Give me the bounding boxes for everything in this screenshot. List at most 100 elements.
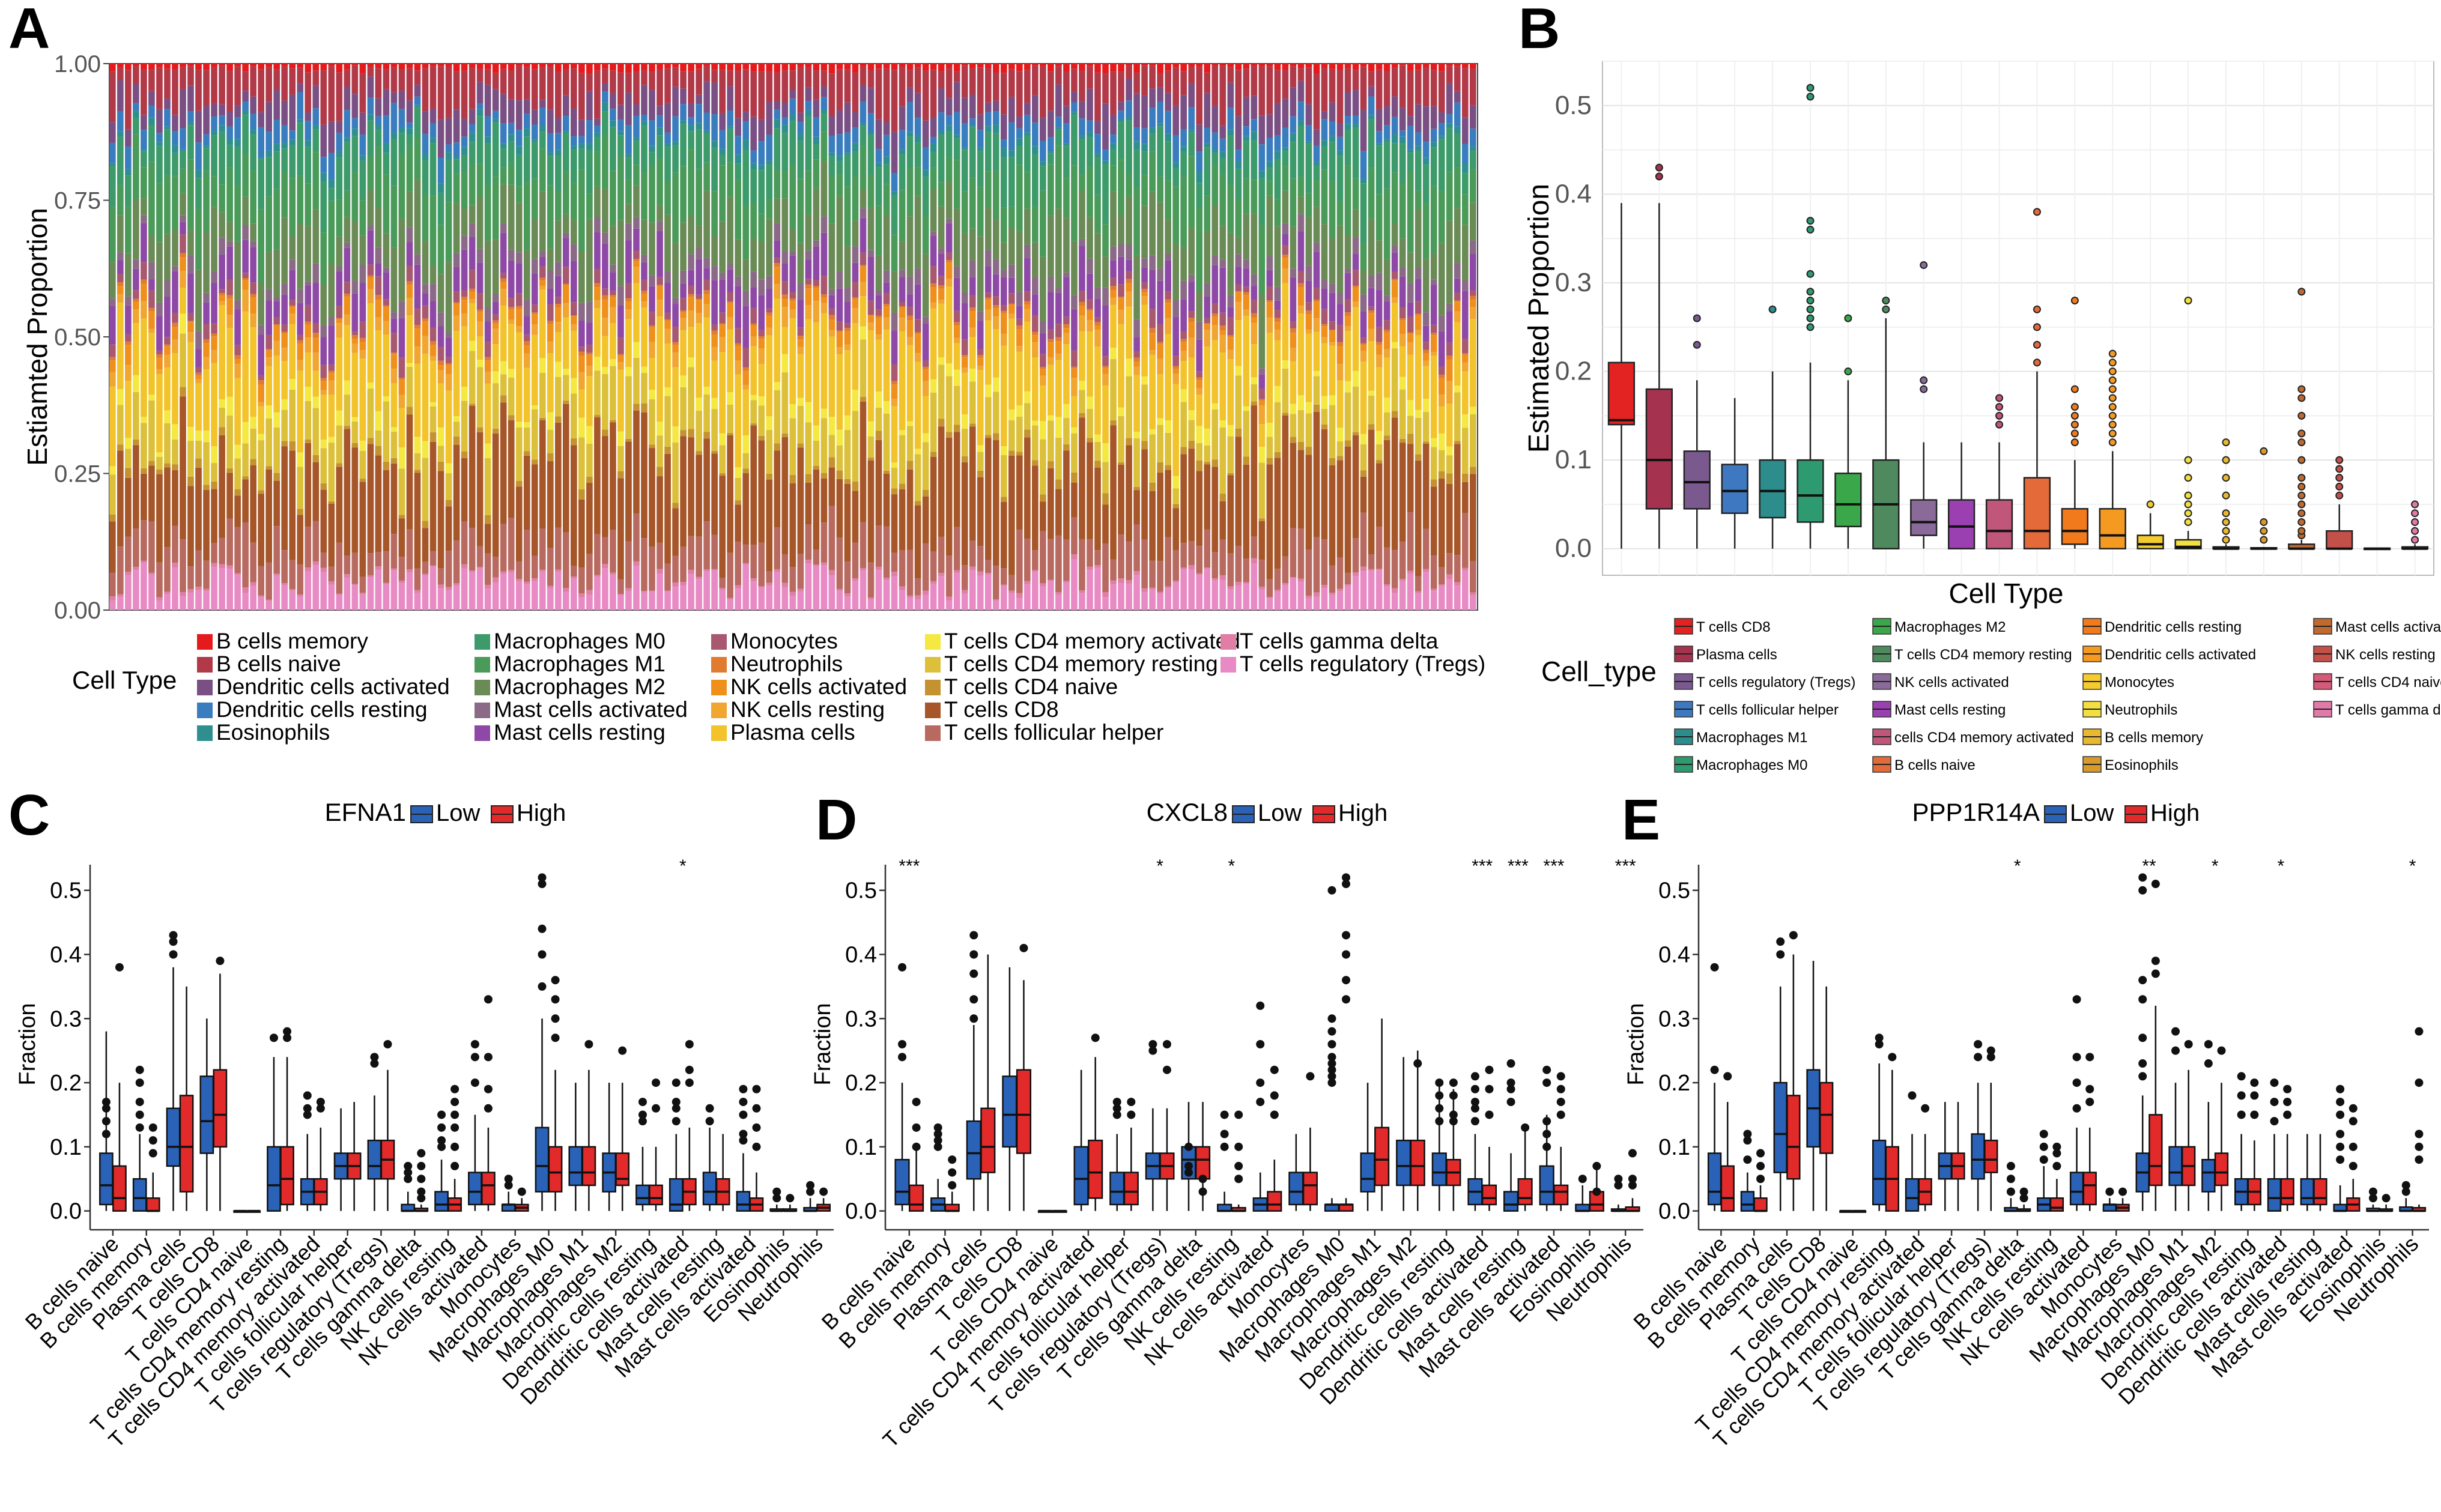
- box-low-b-cells-naive: [894, 963, 910, 1211]
- legend-label: Monocytes: [2105, 674, 2174, 691]
- bar-segment-dendritic-cells-resting: [1274, 135, 1281, 151]
- bar-segment-plasma-cells: [148, 333, 155, 395]
- bar-segment-nk-cells-activated: [109, 360, 116, 372]
- bar-segment-dendritic-cells-activated: [1251, 95, 1258, 119]
- bar-segment-t-cells-follicular-helper: [719, 578, 726, 588]
- bar-segment-dendritic-cells-activated: [367, 76, 374, 98]
- bar-segment-macrophages-m0: [883, 164, 890, 184]
- bar-segment-t-cells-cd4-memory-resting: [1032, 425, 1039, 461]
- chart-title: EFNA1: [325, 798, 406, 826]
- bar-segment-monocytes: [109, 344, 116, 357]
- bar-segment-t-cells-cd4-naive: [1360, 470, 1367, 477]
- bar-segment-mast-cells-activated: [1055, 288, 1062, 293]
- outlier: [2335, 482, 2344, 491]
- bar-segment-t-cells-follicular-helper: [554, 527, 562, 570]
- bar-segment-plasma-cells: [813, 322, 820, 426]
- bar-segment-t-cells-cd8: [508, 420, 515, 518]
- outlier: [383, 1040, 392, 1048]
- bar-segment-t-cells-follicular-helper: [508, 518, 515, 570]
- bar-segment-b-cells-memory: [789, 64, 796, 71]
- bar-segment-monocytes: [875, 309, 882, 316]
- bar-segment-b-cells-memory: [1290, 64, 1297, 67]
- bar-segment-macrophages-m1: [617, 156, 624, 220]
- bar-segment-b-cells-naive: [429, 66, 437, 109]
- bar-segment-t-cells-regulatory-tregs: [500, 573, 507, 610]
- bar-segment-t-cells-cd4-naive: [1118, 462, 1124, 465]
- bar-segment-t-cells-cd4-memory-activated: [414, 437, 421, 454]
- bar-segment-macrophages-m0: [453, 159, 460, 174]
- bar-segment-dendritic-cells-activated: [1274, 103, 1281, 136]
- bar-segment-macrophages-m2: [461, 208, 468, 236]
- bar-segment-t-cells-cd8: [1048, 468, 1054, 539]
- box: [1645, 388, 1673, 510]
- bar-segment-plasma-cells: [1344, 331, 1351, 381]
- bar-segment-plasma-cells: [1360, 361, 1367, 434]
- bar-segment-nk-cells-activated: [680, 312, 687, 318]
- bar-segment-t-cells-cd4-memory-resting: [531, 409, 538, 460]
- bar-segment-mast-cells-resting: [1133, 337, 1140, 351]
- bar-segment-eosinophils: [1032, 146, 1039, 155]
- bar-segment-eosinophils: [610, 120, 616, 127]
- bar-segment-eosinophils: [1118, 119, 1124, 122]
- bar-segment-t-cells-cd4-naive: [109, 514, 116, 522]
- bar-segment-b-cells-naive: [226, 70, 233, 112]
- bar-segment-mast-cells-activated: [328, 317, 335, 326]
- bar-segment-nk-cells-resting: [1102, 373, 1109, 386]
- bar-segment-dendritic-cells-resting: [437, 157, 444, 184]
- bar-segment-plasma-cells: [1133, 375, 1140, 432]
- bar-segment-b-cells-naive: [344, 69, 351, 86]
- bar-segment-b-cells-memory: [711, 64, 718, 70]
- bar-segment-mast-cells-activated: [1024, 244, 1031, 258]
- outlier: [517, 1187, 526, 1196]
- outlier: [1270, 1110, 1279, 1119]
- bar-segment-t-cells-follicular-helper: [766, 571, 773, 583]
- bar-segment-macrophages-m0: [992, 133, 999, 171]
- bar-segment-b-cells-memory: [1336, 64, 1344, 70]
- outlier: [2411, 527, 2419, 535]
- bar-segment-macrophages-m1: [1141, 175, 1148, 206]
- bar-segment-eosinophils: [1196, 172, 1203, 183]
- outlier: [1270, 1065, 1279, 1074]
- bar-segment-nk-cells-resting: [429, 355, 437, 361]
- bar-segment-t-cells-cd4-naive: [820, 473, 828, 479]
- bar-segment-nk-cells-resting: [1461, 362, 1469, 372]
- bar-segment-dendritic-cells-activated: [531, 109, 538, 125]
- bar-segment-nk-cells-activated: [1110, 290, 1117, 298]
- bar-segment-t-cells-cd8: [953, 432, 960, 527]
- bar-segment-dendritic-cells-activated: [1196, 124, 1203, 152]
- bar-segment-dendritic-cells-activated: [688, 103, 694, 118]
- bar-segment-b-cells-naive: [984, 68, 992, 103]
- outlier: [1806, 217, 1815, 225]
- bar-segment-macrophages-m2: [234, 241, 241, 301]
- y-tick-label: 0.3: [1555, 268, 1592, 297]
- bar-segment-monocytes: [531, 304, 538, 313]
- bar-segment-macrophages-m1: [1336, 201, 1344, 226]
- bar-segment-mast-cells-activated: [680, 270, 687, 284]
- bar-segment-t-cells-cd4-memory-resting: [664, 396, 671, 447]
- bar-segment-mast-cells-activated: [844, 288, 851, 302]
- bar-segment-nk-cells-resting: [875, 334, 882, 340]
- bar-segment-b-cells-memory: [1087, 64, 1093, 67]
- box-macrophages-m2: [1834, 314, 1862, 549]
- bar-segment-macrophages-m0: [1087, 137, 1093, 167]
- bar-segment-nk-cells-activated: [1008, 304, 1015, 314]
- bar-segment-nk-cells-resting: [367, 289, 374, 304]
- bar-segment-dendritic-cells-activated: [109, 122, 116, 143]
- bar-segment-macrophages-m0: [328, 188, 335, 201]
- bar-segment-monocytes: [1258, 389, 1266, 399]
- bar-segment-b-cells-naive: [750, 71, 757, 117]
- bar-segment-dendritic-cells-resting: [1258, 144, 1266, 171]
- bar-segment-t-cells-cd4-naive: [1211, 459, 1219, 467]
- bar-segment-neutrophils: [1469, 295, 1476, 300]
- bar-segment-macrophages-m2: [977, 236, 984, 312]
- bar-segment-monocytes: [867, 300, 875, 315]
- bar-segment-t-cells-cd4-memory-resting: [109, 474, 116, 515]
- bar-segment-plasma-cells: [437, 383, 444, 428]
- bar-segment-dendritic-cells-activated: [1165, 92, 1171, 111]
- bar-segment-nk-cells-activated: [1087, 310, 1093, 321]
- bar-segment-monocytes: [1391, 271, 1398, 279]
- bar-segment-t-cells-cd4-memory-resting: [703, 394, 710, 432]
- outlier: [2222, 491, 2230, 500]
- bar-segment-b-cells-memory: [1133, 64, 1140, 73]
- bar-segment-t-cells-cd4-memory-activated: [180, 313, 186, 334]
